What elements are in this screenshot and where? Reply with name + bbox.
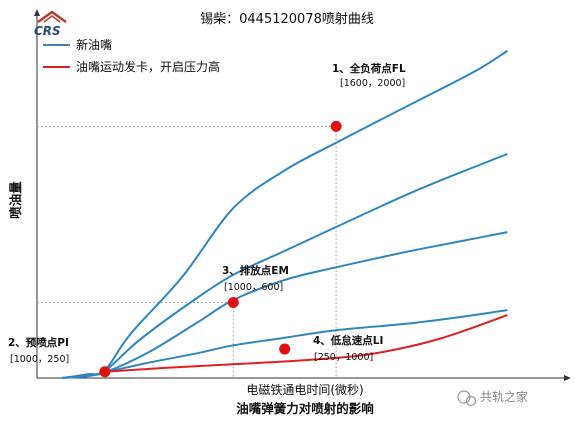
chart-caption: 油嘴弹簧力对喷射的影响 — [236, 401, 374, 416]
legend-label-new-nozzle: 新油嘴 — [76, 37, 112, 52]
series-stuck-nozzle-line — [104, 314, 508, 373]
annotation-pi-value: [1000，250] — [10, 354, 69, 365]
annotation-marker-3 — [227, 297, 239, 309]
axes — [34, 9, 571, 381]
annotation-li-value: [250，1000] — [314, 352, 373, 363]
series-new-nozzle-line-4 — [61, 309, 508, 379]
annotation-marker-4 — [279, 343, 291, 355]
annotation-em-title: 3、排放点EM — [222, 264, 289, 277]
y-axis-label: 喷油量 — [8, 181, 23, 219]
x-axis-arrow-icon — [564, 375, 571, 381]
marker-layer — [99, 120, 342, 378]
legend-label-stuck-nozzle: 油嘴运动发卡，开启压力高 — [76, 59, 220, 74]
annotation-pi-title: 2、预喷点PI — [8, 336, 69, 349]
series-layer — [61, 50, 508, 379]
annotation-fl-title: 1、全负荷点FL — [332, 62, 406, 75]
annotation-fl-value: [1600，2000] — [340, 78, 405, 89]
annotation-marker-2 — [99, 366, 111, 378]
crs-logo: CRS — [34, 10, 67, 38]
chart-title: 锡柴：0445120078喷射曲线 — [200, 11, 374, 27]
series-new-nozzle-line-1 — [61, 50, 508, 379]
annotation-em-value: [1000，600] — [224, 282, 283, 293]
x-axis-label: 电磁铁通电时间(微秒) — [246, 382, 363, 397]
annotations: 1、全负荷点FL [1600，2000] 2、预喷点PI [1000，250] … — [8, 62, 406, 365]
reference-lines — [37, 125, 337, 378]
legend: 新油嘴 油嘴运动发卡，开启压力高 — [43, 37, 220, 74]
watermark-text: 共轨之家 — [480, 389, 528, 404]
logo-text: CRS — [34, 24, 61, 38]
series-new-nozzle-line-3 — [61, 231, 508, 379]
annotation-li-title: 4、低怠速点LI — [313, 334, 383, 347]
y-axis-arrow-icon — [34, 9, 40, 16]
watermark: 共轨之家 — [457, 389, 528, 407]
annotation-marker-1 — [330, 120, 342, 132]
